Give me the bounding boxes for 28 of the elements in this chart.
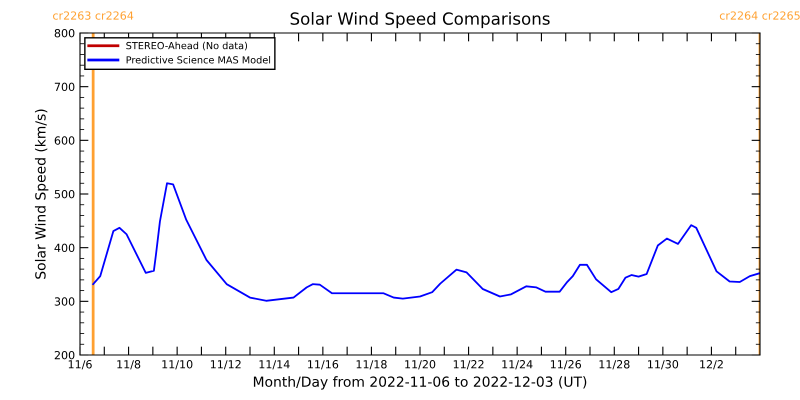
x-tick-label: 11/12 [210, 360, 241, 370]
y-tick-label: 400 [54, 244, 74, 252]
legend-label: Predictive Science MAS Model [126, 56, 270, 64]
y-tick-label: 800 [54, 28, 74, 38]
y-tick-label: 200 [54, 350, 74, 360]
x-tick-label: 11/24 [502, 360, 533, 370]
ref-line-label: cr2264 cr2265 [720, 11, 800, 20]
chart-title: Solar Wind Speed Comparisons [290, 12, 550, 28]
x-tick-label: 11/30 [648, 360, 678, 370]
y-tick-label: 600 [54, 136, 74, 145]
y-axis-title: Solar Wind Speed (km/s) [34, 109, 48, 279]
legend-label: STEREO-Ahead (No data) [126, 42, 248, 50]
y-tick-label: 300 [54, 297, 74, 306]
x-axis-title: Month/Day from 2022-11-06 to 2022-12-03 (UT) [254, 376, 586, 390]
y-tick-label: 700 [54, 82, 74, 92]
y-tick-label: 500 [54, 190, 74, 198]
x-tick-label: 12/2 [700, 360, 723, 370]
x-tick-label: 11/20 [405, 360, 436, 370]
x-tick-label: 11/18 [356, 360, 387, 370]
x-tick-label: 11/8 [117, 360, 140, 370]
ref-line-label: cr2263 cr2264 [53, 11, 134, 20]
x-tick-label: 11/10 [162, 360, 192, 370]
x-tick-label: 11/6 [68, 360, 92, 370]
x-tick-label: 11/14 [259, 360, 290, 370]
x-tick-label: 11/26 [550, 360, 582, 370]
x-tick-label: 11/22 [454, 360, 484, 370]
x-tick-label: 11/28 [599, 360, 630, 370]
x-tick-label: 11/16 [308, 360, 338, 370]
